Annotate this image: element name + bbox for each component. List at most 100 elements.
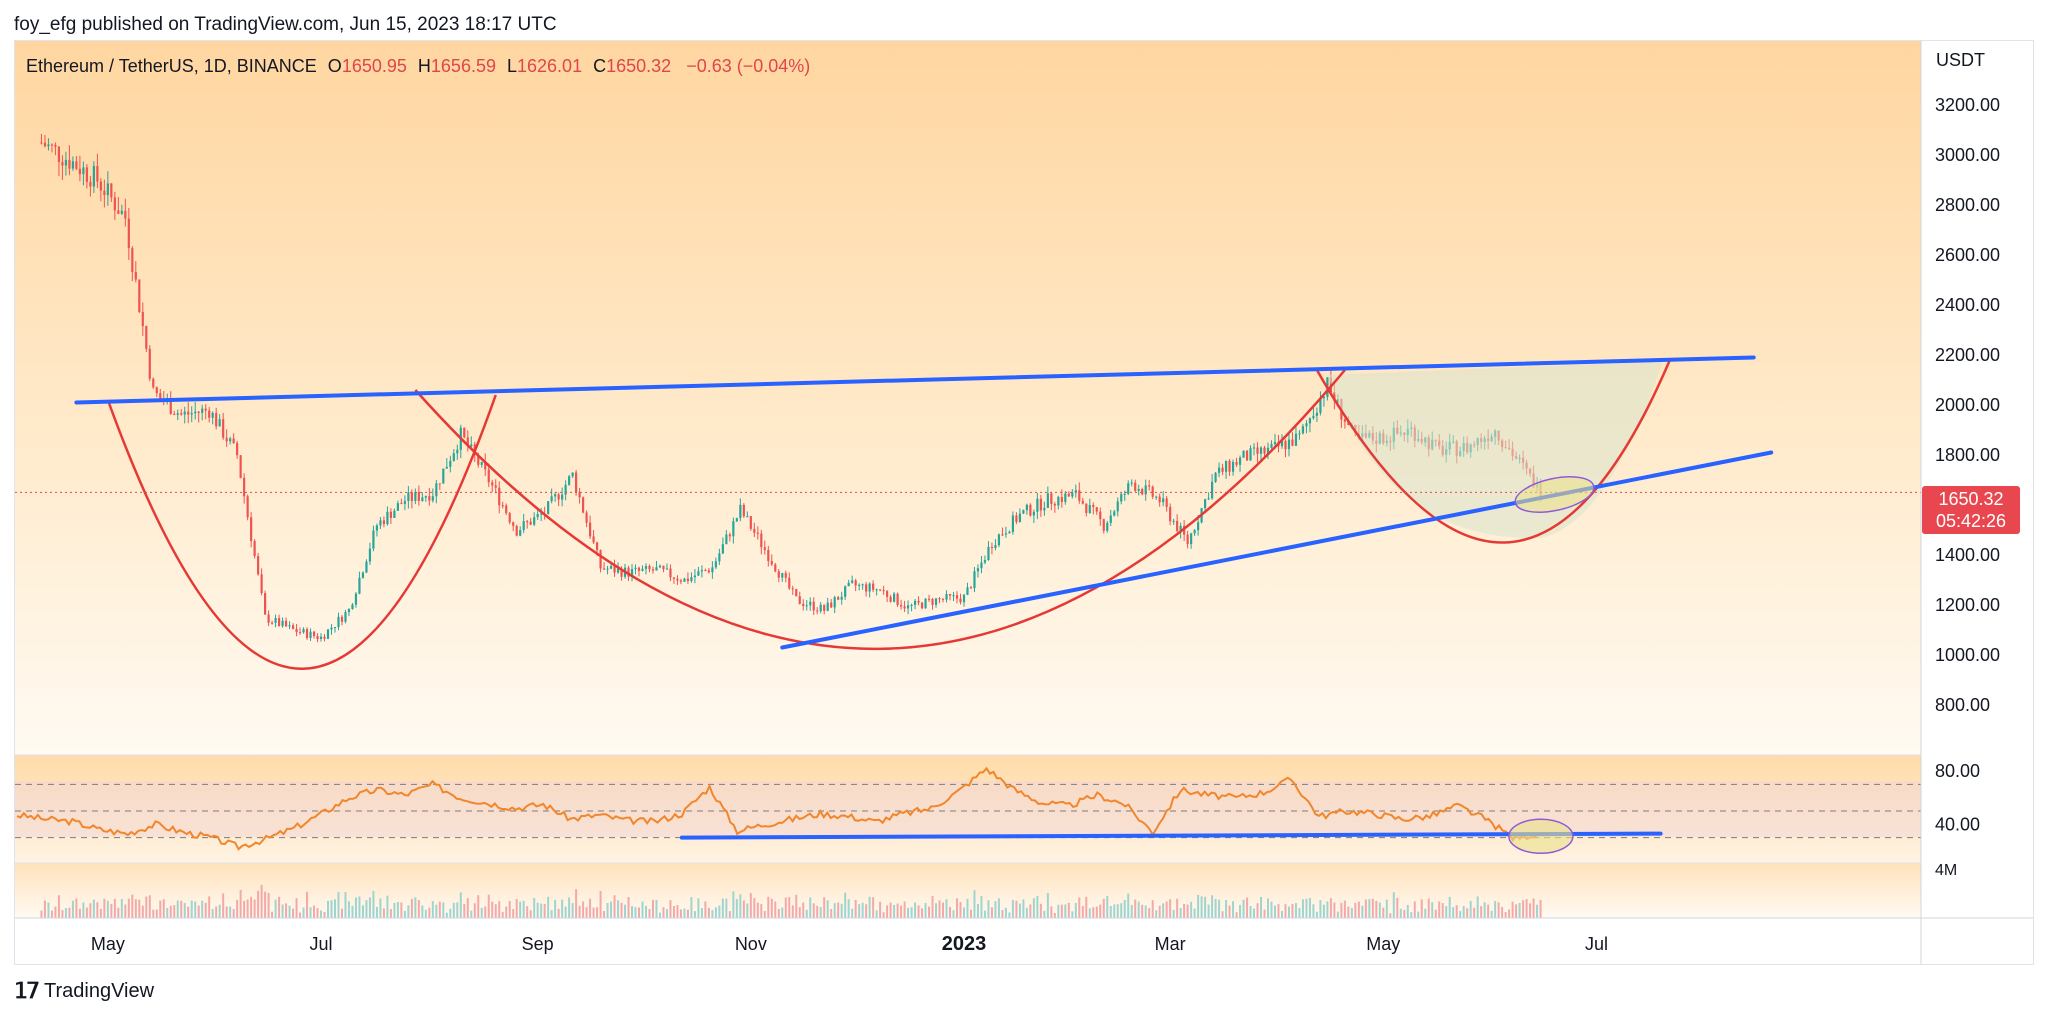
volume-bar	[1078, 897, 1081, 918]
candle-body	[1134, 482, 1137, 491]
candle-body	[823, 604, 826, 611]
candle-body	[382, 520, 386, 525]
candle-body	[568, 476, 571, 485]
candle-body	[361, 572, 365, 578]
volume-bar	[578, 905, 581, 918]
volume-bar	[714, 907, 717, 918]
price-highlight-ellipse	[1514, 476, 1595, 513]
volume-bar	[1022, 899, 1025, 918]
volume-bar	[1011, 899, 1014, 918]
volume-bar	[973, 890, 976, 918]
volume-bar	[672, 906, 675, 918]
volume-bar	[1364, 899, 1367, 918]
candle-body	[802, 603, 805, 606]
candle-body	[732, 521, 735, 537]
volume-bar	[54, 906, 57, 918]
candle-body	[1221, 467, 1224, 472]
candle-body	[941, 598, 945, 600]
volume-bar	[634, 907, 637, 918]
volume-bar	[466, 898, 469, 918]
volume-bar	[194, 901, 197, 918]
volume-bar	[82, 902, 85, 918]
volume-bar	[644, 905, 647, 918]
volume-bar	[68, 907, 71, 918]
price-chart-canvas[interactable]: 3200.00 3000.00 2800.00 2600.00 2400.00 2200.…	[15, 41, 2034, 965]
volume-bar	[382, 908, 385, 918]
candle-body	[1123, 493, 1126, 495]
candle-body	[938, 598, 941, 600]
candle-body	[333, 627, 337, 629]
volume-bar	[1473, 907, 1476, 918]
volume-bar	[1207, 904, 1210, 918]
volume-bar	[886, 905, 889, 918]
candle-body	[616, 568, 620, 573]
candle-body	[358, 577, 361, 594]
chart-frame[interactable]: 3200.00 3000.00 2800.00 2600.00 2400.00 2200.…	[14, 40, 2034, 965]
volume-bar	[1095, 906, 1098, 918]
candle-body	[92, 165, 95, 187]
volume-bar	[50, 910, 53, 918]
candle-body	[554, 494, 557, 497]
volume-bar	[508, 901, 511, 918]
volume-bar	[854, 899, 857, 918]
candle-body	[1231, 461, 1235, 472]
volume-bar	[962, 907, 965, 918]
volume-bar	[267, 892, 270, 918]
candle-body	[1343, 419, 1346, 422]
price-axis-tick: 1000.00	[1935, 645, 2000, 665]
footer-brand[interactable]: 𝟣𝟩 TradingView	[14, 978, 154, 1004]
candle-body	[68, 159, 71, 169]
rsi-axis-tick: 80.00	[1935, 761, 1980, 781]
volume-bar	[1239, 904, 1242, 918]
candle-body	[284, 620, 288, 627]
candle-body	[714, 561, 717, 568]
volume-bar	[78, 908, 81, 918]
candle-body	[82, 167, 85, 175]
volume-bar	[1127, 893, 1130, 918]
candle-body	[1263, 447, 1266, 454]
candle-body	[760, 533, 763, 548]
candle-body	[141, 311, 144, 327]
candle-body	[784, 573, 787, 578]
symbol-name[interactable]: Ethereum / TetherUS, 1D, BINANCE	[26, 56, 317, 76]
volume-bar	[281, 904, 284, 918]
volume-bar	[487, 894, 490, 918]
candle-body	[1043, 507, 1046, 511]
candle-body	[501, 505, 504, 507]
volume-bar	[1235, 912, 1238, 918]
candle-body	[155, 387, 158, 394]
candle-body	[830, 602, 833, 608]
candle-body	[298, 632, 302, 634]
volume-bar	[117, 907, 120, 918]
candle-body	[781, 573, 784, 578]
price-axis-unit[interactable]: USDT	[1936, 50, 1985, 70]
volume-bar	[1280, 910, 1283, 918]
volume-bar	[603, 911, 606, 918]
volume-bar	[1277, 904, 1280, 918]
candle-body	[1064, 493, 1067, 502]
candle-body	[400, 503, 403, 505]
candle-body	[1259, 447, 1263, 454]
candle-body	[61, 161, 64, 166]
volume-bar	[1504, 912, 1507, 918]
volume-bar	[456, 902, 459, 918]
volume-bar	[320, 910, 323, 918]
volume-bar	[875, 910, 878, 918]
volume-bar	[1410, 912, 1413, 918]
volume-bar	[1294, 903, 1297, 918]
volume-bar	[257, 890, 260, 918]
candle-body	[990, 546, 994, 549]
volume-bar	[501, 911, 504, 918]
candle-body	[1022, 510, 1025, 514]
volume-bar	[893, 904, 896, 918]
candle-body	[924, 598, 927, 609]
candle-body	[1235, 461, 1238, 465]
volume-bar	[669, 900, 672, 918]
volume-bar	[952, 910, 955, 918]
volume-bar	[347, 901, 350, 918]
volume-bar	[1350, 907, 1353, 918]
volume-bar	[1179, 908, 1182, 918]
candle-body	[833, 597, 836, 608]
candle-body	[550, 496, 553, 502]
volume-bar	[403, 910, 406, 918]
